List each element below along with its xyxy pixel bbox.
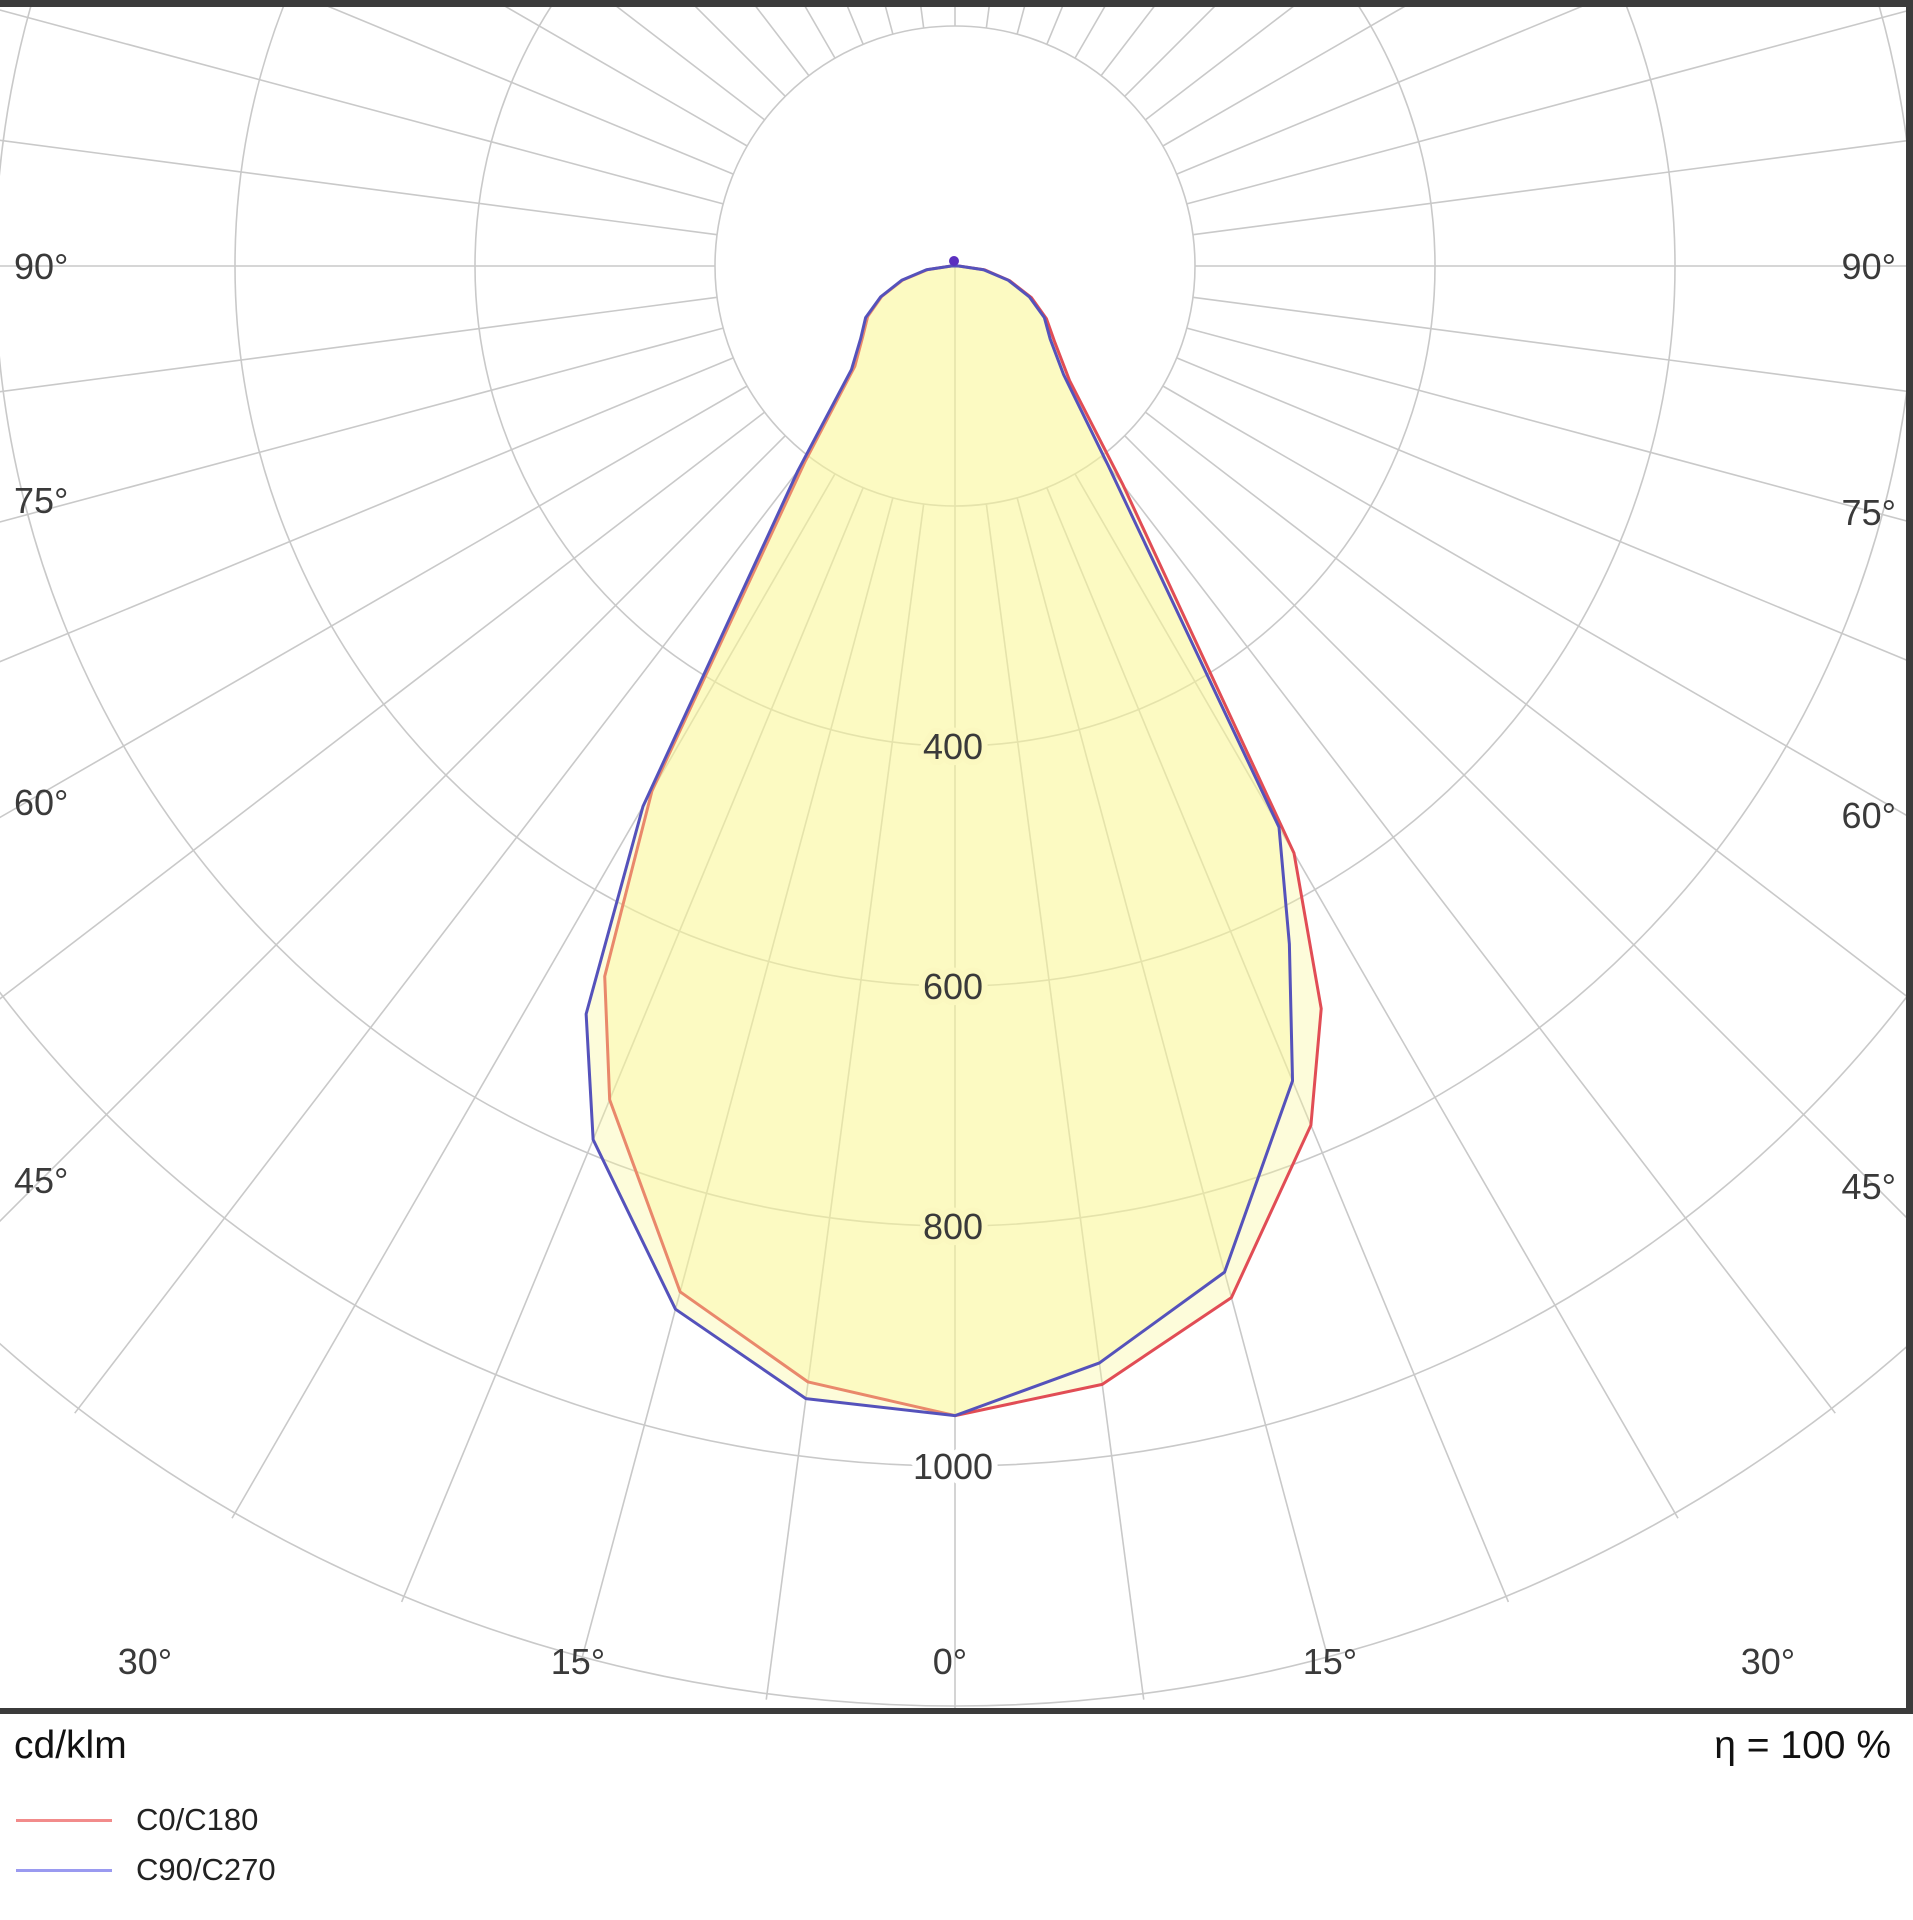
grid-radial <box>0 411 766 1000</box>
grid-radial <box>693 6 786 97</box>
units-label: cd/klm <box>14 1724 127 1767</box>
efficiency-label: η = 100 % <box>1714 1724 1891 1767</box>
grid-radial <box>985 503 1145 1700</box>
grid-radial <box>1016 497 1331 1663</box>
grid-radial <box>1074 473 1679 1519</box>
legend-item-c0-c180: C0/C180 <box>16 1795 276 1845</box>
angle-label-bottom: 15° <box>551 1641 605 1682</box>
angle-label-left: 60° <box>14 782 68 823</box>
grid-radial <box>1192 139 1908 236</box>
grid-radial <box>1176 357 1908 662</box>
grid-radial <box>1100 6 1156 77</box>
angle-label-right: 60° <box>1842 795 1896 836</box>
grid-radial <box>1176 6 1585 175</box>
top-border <box>0 0 1913 7</box>
right-border <box>1906 0 1913 1714</box>
curve-c90-c270 <box>584 264 1295 1418</box>
grid-radial <box>1100 455 1836 1414</box>
origin-dot <box>949 256 959 266</box>
legend: C0/C180 C90/C270 <box>16 1795 276 1895</box>
grid-radial <box>0 357 734 663</box>
ring-label: 800 <box>923 1206 983 1247</box>
grid-radial <box>74 455 810 1414</box>
grid-radial <box>1144 6 1296 121</box>
angle-label-left: 75° <box>14 480 68 521</box>
angle-label-bottom: 0° <box>933 1641 967 1682</box>
grid-radial <box>1186 327 1908 523</box>
angle-label-right: 90° <box>1842 246 1896 287</box>
bottom-rule <box>0 1708 1913 1714</box>
polar-grid <box>0 6 1908 1708</box>
grid-radial <box>1144 411 1908 999</box>
grid-radial <box>0 139 718 236</box>
legend-label-c0-c180: C0/C180 <box>136 1802 259 1837</box>
grid-radial <box>1046 487 1510 1603</box>
grid-radial <box>1162 6 1407 147</box>
legend-label-c90-c270: C90/C270 <box>136 1852 276 1887</box>
ring-label: 600 <box>923 966 983 1007</box>
grid-radial <box>1186 9 1908 205</box>
grid-radial <box>231 473 836 1519</box>
grid-radial <box>0 385 748 819</box>
angle-label-bottom: 15° <box>1303 1641 1357 1682</box>
grid-radial <box>1124 435 1908 1221</box>
angle-label-bottom: 30° <box>1741 1641 1795 1682</box>
legend-swatch-c0-c180 <box>16 1818 112 1822</box>
grid-radial <box>1124 6 1217 97</box>
grid-radial <box>614 6 766 121</box>
legend-item-c90-c270: C90/C270 <box>16 1845 276 1895</box>
grid-radial <box>803 6 836 59</box>
angle-label-right: 45° <box>1842 1166 1896 1207</box>
angle-label-left: 45° <box>14 1160 68 1201</box>
grid-radial <box>765 503 925 1700</box>
grid-radial <box>400 487 864 1603</box>
grid-radial <box>0 435 786 1223</box>
angle-label-right: 75° <box>1842 492 1896 533</box>
grid-radial <box>503 6 748 147</box>
angle-label-bottom: 30° <box>118 1641 172 1682</box>
angle-label-left: 90° <box>14 246 68 287</box>
ring-label: 1000 <box>913 1446 993 1487</box>
grid-radial <box>0 327 724 523</box>
grid-radial <box>0 296 718 393</box>
ring-label: 400 <box>923 726 983 767</box>
grid-radial <box>1192 296 1908 393</box>
legend-swatch-c90-c270 <box>16 1868 112 1872</box>
grid-radial <box>1162 385 1908 818</box>
grid-radial <box>754 6 810 77</box>
grid-radial <box>579 497 894 1663</box>
grid-radial <box>0 9 724 205</box>
grid-radial <box>1074 6 1107 59</box>
grid-radial <box>325 6 734 175</box>
